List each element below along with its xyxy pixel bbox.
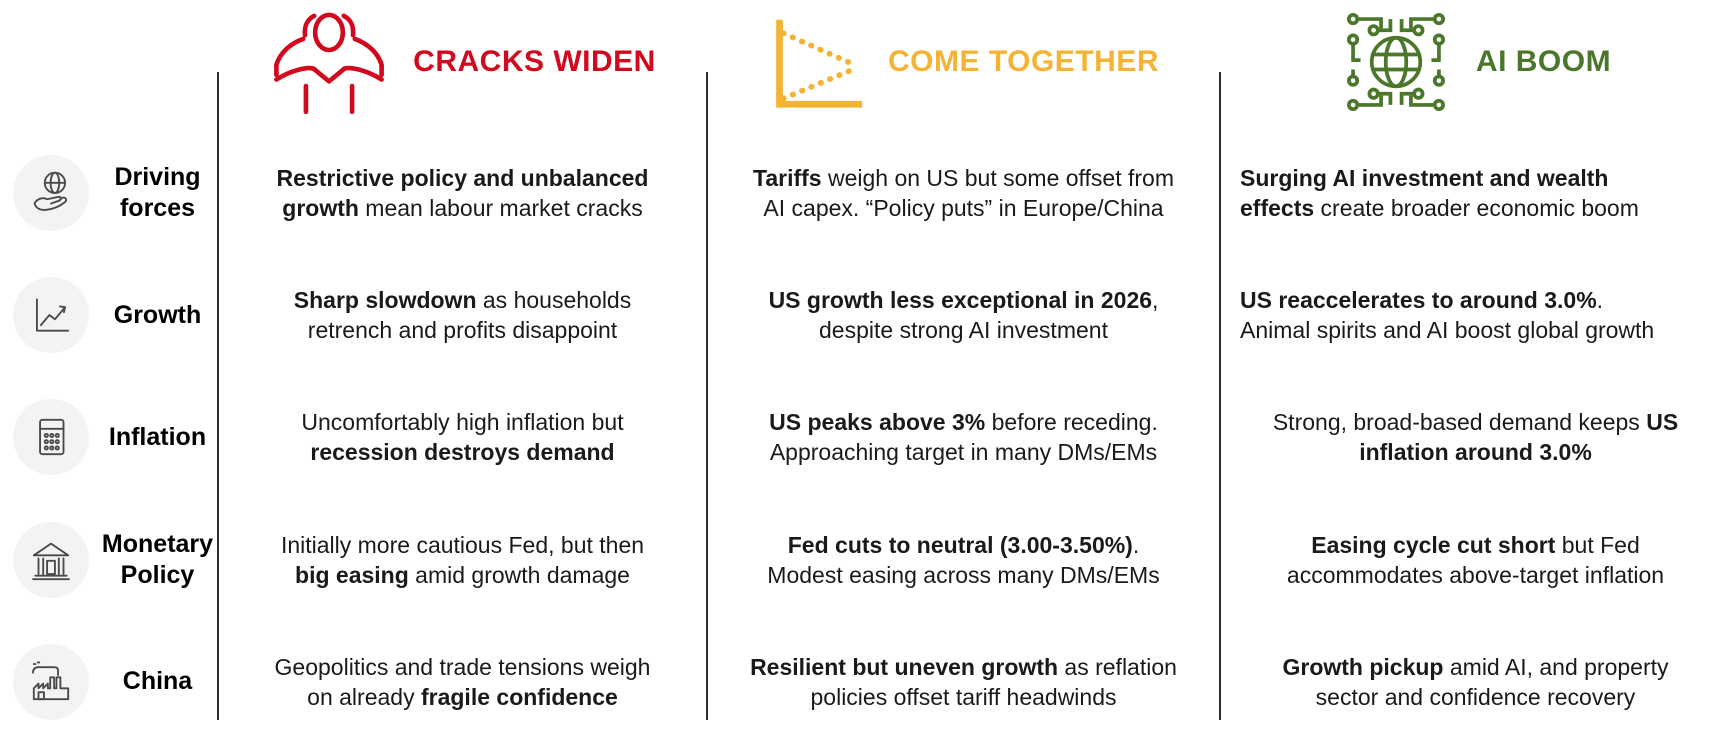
scenario-title: COME TOGETHER bbox=[888, 45, 1159, 78]
cell-together-inflation: US peaks above 3% before receding. Approa… bbox=[769, 409, 1158, 466]
column-divider-2 bbox=[706, 72, 708, 720]
globe-in-hand-icon bbox=[13, 155, 89, 232]
cell-aiboom-inflation: Strong, broad-based demand keeps US infla… bbox=[1272, 409, 1679, 466]
cell-cracks-driving-forces: Restrictive policy and unbalanced growth … bbox=[276, 165, 649, 222]
empty-corner bbox=[0, 0, 218, 132]
cell-aiboom-growth: US reaccelerates to around 3.0%. Animal s… bbox=[1240, 287, 1655, 344]
cell-together-monetary-policy: Fed cuts to neutral (3.00-3.50%). Modest … bbox=[767, 531, 1160, 588]
row-label-driving-forces: Driving forces bbox=[0, 132, 218, 254]
cell-together-driving-forces: Tariffs weigh on US but some offset from… bbox=[752, 165, 1174, 222]
cell-aiboom-driving-forces: Surging AI investment and wealth effects … bbox=[1240, 165, 1639, 222]
cell-cracks-monetary-policy: Initially more cautious Fed, but then big… bbox=[280, 531, 645, 588]
rising-line-chart-icon bbox=[13, 277, 89, 354]
row-label-text: Driving forces bbox=[114, 163, 201, 223]
stressed-person-icon bbox=[274, 12, 385, 115]
row-label-text: China bbox=[122, 667, 193, 696]
row-label-text: Monetary Policy bbox=[101, 529, 214, 589]
cell-aiboom-china: Growth pickup amid AI, and property secto… bbox=[1282, 653, 1669, 710]
header-cracks-widen: CRACKS WIDEN bbox=[218, 0, 707, 132]
row-label-monetary-policy: Monetary Policy bbox=[0, 499, 218, 621]
row-label-text: Growth bbox=[113, 300, 202, 329]
scenario-title: CRACKS WIDEN bbox=[413, 45, 656, 78]
converging-dotted-lines-chart-icon bbox=[776, 19, 863, 108]
cell-together-growth: US growth less exceptional in 2026, despi… bbox=[768, 287, 1159, 344]
bank-building-icon bbox=[13, 521, 89, 598]
cell-together-china: Resilient but uneven growth as reflation… bbox=[750, 653, 1177, 710]
cell-aiboom-monetary-policy: Easing cycle cut short but Fed accommodat… bbox=[1286, 531, 1665, 588]
cell-cracks-china: Geopolitics and trade tensions weigh on a… bbox=[274, 653, 651, 710]
header-ai-boom: AI BOOM bbox=[1220, 0, 1731, 132]
scenario-title: AI BOOM bbox=[1475, 45, 1612, 78]
column-divider-1 bbox=[217, 72, 219, 720]
row-label-growth: Growth bbox=[0, 254, 218, 376]
ai-globe-circuit-icon bbox=[1346, 13, 1445, 111]
calculator-icon bbox=[13, 399, 89, 476]
factory-icon bbox=[13, 643, 89, 720]
cell-cracks-growth: Sharp slowdown as households retrench and… bbox=[293, 287, 632, 344]
header-come-together: COME TOGETHER bbox=[707, 0, 1220, 132]
row-label-china: China bbox=[0, 621, 218, 743]
cell-cracks-inflation: Uncomfortably high inflation but recessio… bbox=[301, 409, 624, 466]
row-label-text: Inflation bbox=[108, 422, 207, 451]
row-label-inflation: Inflation bbox=[0, 376, 218, 498]
column-divider-3 bbox=[1219, 72, 1221, 720]
